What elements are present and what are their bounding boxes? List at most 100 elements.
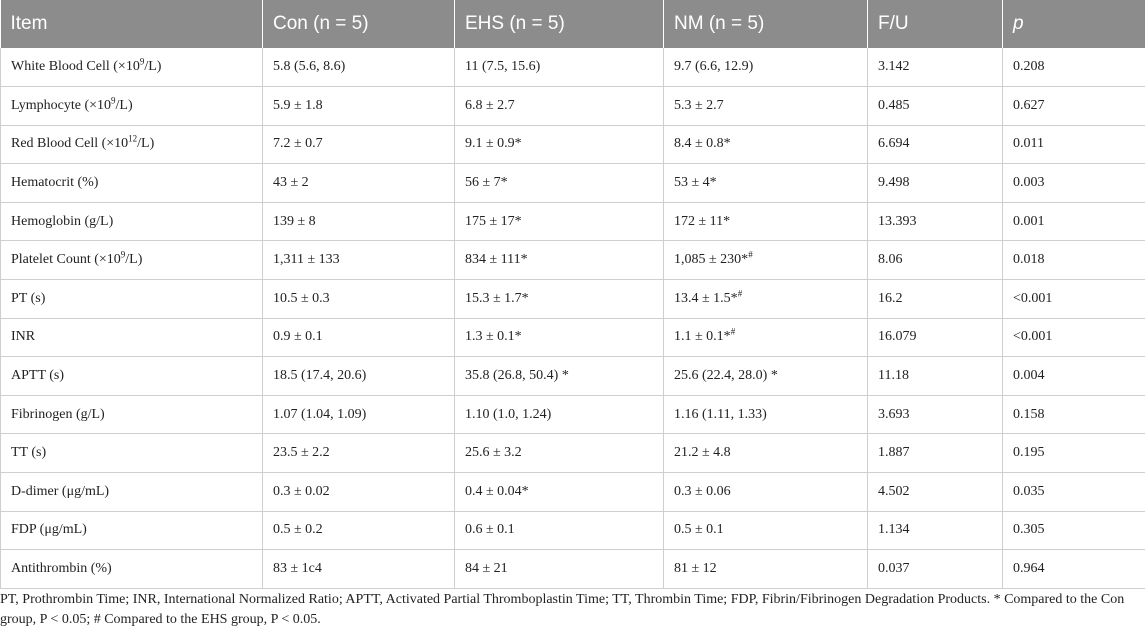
cell-ehs-text: 834 ± 111* <box>465 252 528 268</box>
cell-nm-text: 172 ± 11* <box>674 213 731 229</box>
cell-f-u: 16.079 <box>867 318 1003 358</box>
cell-nm-text: 1,085 ± 230* <box>674 252 749 268</box>
cell-ehs: 25.6 ± 3.2 <box>454 433 664 474</box>
cell-con-text: 5.9 ± 1.8 <box>273 97 323 113</box>
cell-con: 7.2 ± 0.7 <box>262 125 455 165</box>
cell-nm: 8.4 ± 0.8* <box>663 125 868 165</box>
cell-p: <0.001 <box>1002 279 1145 319</box>
cell-ehs-text: 0.6 ± 0.1 <box>465 522 515 538</box>
cell-nm-superscript: # <box>730 326 736 337</box>
cell-item: Fibrinogen (g/L) <box>0 395 263 435</box>
cell-p: 0.004 <box>1002 356 1145 396</box>
cell-nm: 9.7 (6.6, 12.9) <box>663 48 868 88</box>
cell-ehs: 11 (7.5, 15.6) <box>454 48 664 88</box>
cell-f-u: 1.134 <box>867 511 1003 551</box>
cell-con-text: 10.5 ± 0.3 <box>273 290 330 306</box>
cell-p: 0.627 <box>1002 86 1145 126</box>
cell-item-text: White Blood Cell (×10 <box>11 59 140 75</box>
cell-f-u-text: 16.2 <box>878 290 903 306</box>
cell-nm-text: 1.1 ± 0.1* <box>674 329 731 345</box>
cell-f-u-text: 1.134 <box>878 522 910 538</box>
cell-p: 0.003 <box>1002 163 1145 203</box>
table-row: White Blood Cell (×109/L) 5.8 (5.6, 8.6) 1… <box>0 48 1145 88</box>
table-header: Item Con (n = 5) EHS (n = 5) NM (n = 5) … <box>0 0 1145 48</box>
cell-p: 0.964 <box>1002 549 1145 589</box>
cell-ehs: 175 ± 17* <box>454 202 664 242</box>
cell-f-u: 3.142 <box>867 48 1003 88</box>
cell-con: 139 ± 8 <box>262 202 455 242</box>
cell-con: 10.5 ± 0.3 <box>262 279 455 319</box>
cell-f-u: 9.498 <box>867 163 1003 203</box>
cell-con: 83 ± 1c4 <box>262 549 455 589</box>
cell-nm: 53 ± 4* <box>663 163 868 203</box>
cell-con-text: 1.07 (1.04, 1.09) <box>273 406 367 422</box>
cell-item: FDP (μg/mL) <box>0 511 263 551</box>
cell-p: 0.195 <box>1002 433 1145 474</box>
cell-item-superscript: 9 <box>111 95 116 106</box>
cell-nm: 81 ± 12 <box>663 549 868 589</box>
cell-ehs: 834 ± 111* <box>454 240 664 281</box>
cell-item-text: Red Blood Cell (×10 <box>11 136 129 152</box>
cell-nm-text: 5.3 ± 2.7 <box>674 97 724 113</box>
cell-nm: 1.1 ± 0.1*# <box>663 318 868 358</box>
cell-con-text: 139 ± 8 <box>273 213 316 229</box>
cell-f-u: 0.037 <box>867 549 1003 589</box>
cell-item: Antithrombin (%) <box>0 549 263 589</box>
results-table: Item Con (n = 5) EHS (n = 5) NM (n = 5) … <box>0 0 1145 589</box>
header-nm: NM (n = 5) <box>663 0 868 48</box>
cell-f-u-text: 13.393 <box>878 213 917 229</box>
cell-ehs: 6.8 ± 2.7 <box>454 86 664 126</box>
cell-item: Hematocrit (%) <box>0 163 263 203</box>
cell-item: PT (s) <box>0 279 263 319</box>
cell-p: 0.305 <box>1002 511 1145 551</box>
cell-item-superscript: 9 <box>120 249 126 260</box>
header-item: Item <box>0 0 263 48</box>
cell-nm: 21.2 ± 4.8 <box>663 433 868 474</box>
cell-p: 0.001 <box>1002 202 1145 242</box>
cell-con-text: 7.2 ± 0.7 <box>273 136 323 152</box>
cell-p: 0.011 <box>1002 125 1145 165</box>
cell-con-text: 0.5 ± 0.2 <box>273 522 323 538</box>
cell-ehs: 1.3 ± 0.1* <box>454 318 664 358</box>
cell-ehs-text: 0.4 ± 0.04* <box>465 483 529 499</box>
cell-con: 18.5 (17.4, 20.6) <box>262 356 455 396</box>
cell-f-u: 1.887 <box>867 433 1003 474</box>
cell-con: 0.9 ± 0.1 <box>262 318 455 358</box>
cell-ehs: 84 ± 21 <box>454 549 664 589</box>
cell-p: 0.208 <box>1002 48 1145 88</box>
cell-item-text: TT (s) <box>11 445 47 461</box>
cell-item-text: INR <box>11 329 36 345</box>
cell-nm-superscript: # <box>737 288 743 299</box>
cell-ehs: 35.8 (26.8, 50.4) * <box>454 356 664 396</box>
cell-item-text: Antithrombin (%) <box>11 561 112 577</box>
table-row: Hematocrit (%) 43 ± 2 56 ± 7* 53 ± 4* 9.498 0… <box>0 163 1145 203</box>
cell-ehs-text: 84 ± 21 <box>465 561 508 577</box>
cell-p-text: 0.305 <box>1013 522 1045 538</box>
cell-ehs-text: 25.6 ± 3.2 <box>465 445 522 461</box>
cell-item-text: Fibrinogen (g/L) <box>11 406 105 422</box>
cell-item: APTT (s) <box>0 356 263 396</box>
cell-ehs-text: 1.10 (1.0, 1.24) <box>465 406 552 422</box>
cell-con-text: 23.5 ± 2.2 <box>273 445 330 461</box>
cell-con: 1.07 (1.04, 1.09) <box>262 395 455 435</box>
cell-f-u-text: 9.498 <box>878 175 910 191</box>
cell-nm-text: 81 ± 12 <box>674 561 717 577</box>
cell-item-text: Hematocrit (%) <box>11 175 99 191</box>
cell-con: 1,311 ± 133 <box>262 240 455 281</box>
table-row: Fibrinogen (g/L) 1.07 (1.04, 1.09) 1.10 (1… <box>0 395 1145 435</box>
cell-ehs-text: 9.1 ± 0.9* <box>465 136 522 152</box>
cell-ehs-text: 1.3 ± 0.1* <box>465 329 522 345</box>
table-row: Hemoglobin (g/L) 139 ± 8 175 ± 17* 172 ± 11… <box>0 202 1145 242</box>
cell-nm-text: 0.5 ± 0.1 <box>674 522 724 538</box>
table-row: Red Blood Cell (×1012/L) 7.2 ± 0.7 9.1 ± 0… <box>0 125 1145 165</box>
cell-f-u: 0.485 <box>867 86 1003 126</box>
cell-con-text: 0.9 ± 0.1 <box>273 329 323 345</box>
cell-ehs-text: 11 (7.5, 15.6) <box>465 59 541 75</box>
cell-f-u: 11.18 <box>867 356 1003 396</box>
cell-nm: 0.3 ± 0.06 <box>663 472 868 512</box>
cell-p-text: 0.011 <box>1013 136 1044 152</box>
cell-con: 0.5 ± 0.2 <box>262 511 455 551</box>
cell-item: D-dimer (μg/mL) <box>0 472 263 512</box>
cell-item-text: /L) <box>137 136 155 152</box>
